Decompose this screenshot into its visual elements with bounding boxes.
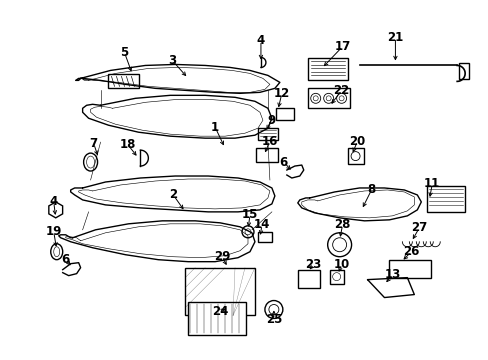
- Bar: [297, 270, 319, 288]
- Bar: [388, 260, 430, 278]
- Text: 4: 4: [256, 34, 264, 47]
- Text: 1: 1: [211, 121, 219, 134]
- Bar: [185, 268, 254, 315]
- Ellipse shape: [83, 153, 98, 171]
- Text: 29: 29: [213, 250, 230, 263]
- Text: 12: 12: [273, 87, 289, 100]
- Text: 8: 8: [366, 184, 375, 197]
- Bar: [275, 108, 293, 120]
- Ellipse shape: [54, 247, 60, 257]
- Text: 3: 3: [168, 54, 176, 67]
- Text: 22: 22: [333, 84, 349, 97]
- Text: 25: 25: [265, 313, 282, 326]
- Text: 6: 6: [61, 253, 70, 266]
- Ellipse shape: [51, 244, 62, 260]
- Bar: [258, 232, 271, 242]
- Text: 6: 6: [279, 156, 287, 168]
- Text: 9: 9: [267, 114, 275, 127]
- Text: 5: 5: [120, 46, 128, 59]
- Text: 24: 24: [211, 305, 228, 318]
- Text: 11: 11: [423, 177, 440, 190]
- Text: 4: 4: [49, 195, 58, 208]
- Text: 18: 18: [119, 138, 135, 150]
- Text: 2: 2: [169, 188, 177, 202]
- Text: 26: 26: [402, 245, 419, 258]
- Bar: [427, 186, 464, 212]
- Bar: [307, 88, 349, 108]
- Bar: [347, 148, 363, 164]
- Text: 19: 19: [45, 225, 62, 238]
- Text: 16: 16: [261, 135, 278, 148]
- Text: 20: 20: [349, 135, 365, 148]
- Bar: [107, 75, 139, 88]
- Text: 7: 7: [89, 137, 98, 150]
- Ellipse shape: [86, 156, 94, 168]
- Bar: [307, 58, 347, 80]
- Text: 28: 28: [334, 218, 350, 231]
- Text: 21: 21: [386, 31, 403, 44]
- Text: 13: 13: [384, 268, 400, 281]
- Bar: [258, 128, 277, 140]
- Text: 23: 23: [305, 258, 321, 271]
- Text: 10: 10: [333, 258, 349, 271]
- Text: 15: 15: [241, 208, 258, 221]
- Text: 27: 27: [410, 221, 427, 234]
- Bar: [255, 148, 277, 162]
- Text: 14: 14: [253, 218, 269, 231]
- Text: 17: 17: [334, 40, 350, 53]
- Bar: [188, 302, 245, 336]
- Bar: [329, 270, 343, 284]
- Bar: [458, 63, 468, 80]
